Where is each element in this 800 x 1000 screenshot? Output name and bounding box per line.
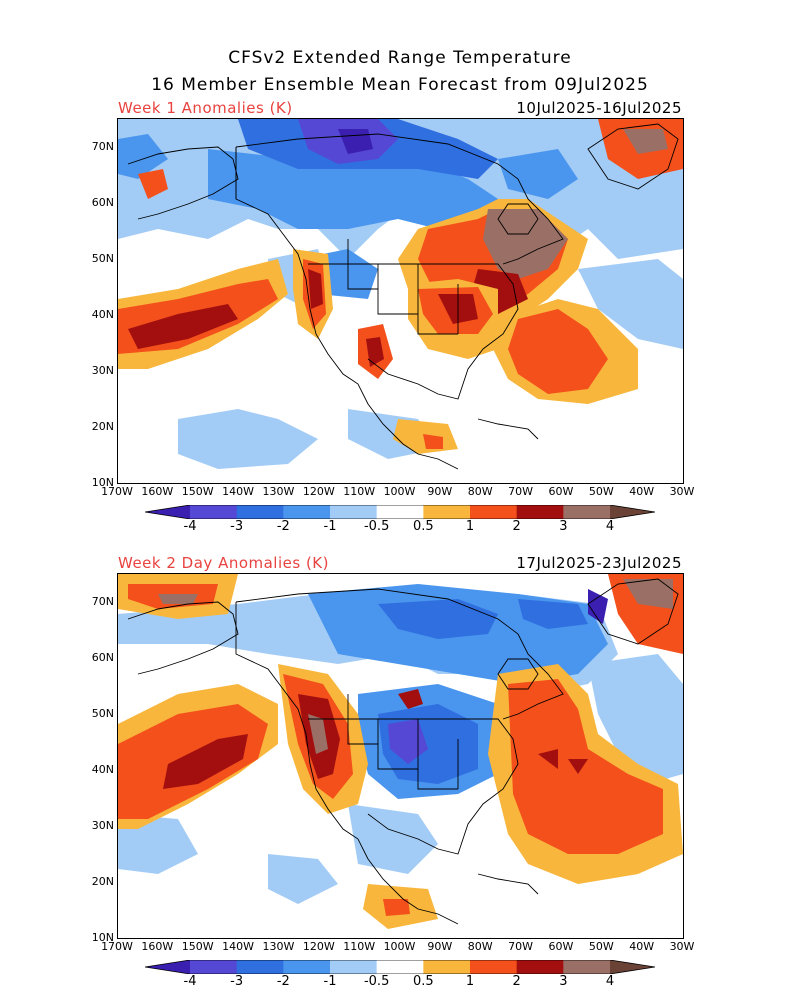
panel2-anomaly-field [118,574,683,938]
colorbar-label: -0.5 [363,519,390,534]
panel1-dates: 10Jul2025-16Jul2025 [516,99,682,117]
lat-label: 50N [91,707,114,720]
lon-label: 90W [427,940,453,953]
colorbar-label: -1 [323,974,337,989]
colorbar-label: 4 [605,974,615,989]
colorbar-swatch [236,505,284,519]
panel1-label: Week 1 Anomalies (K) [118,99,293,117]
colorbar-swatch [376,505,424,519]
lon-label: 30W [669,940,695,953]
panel2-colorbar [145,960,655,974]
colorbar-swatch [563,505,611,519]
colorbar-swatch [516,960,564,974]
lon-label: 170W [101,485,133,498]
lon-label: 80W [467,485,493,498]
colorbar-swatch [145,505,190,519]
lat-label: 40N [91,763,114,776]
colorbar-swatch [236,960,284,974]
panel1-anomaly-field [118,119,683,483]
lat-label: 50N [91,252,114,265]
lat-label: 30N [91,819,114,832]
colorbar-swatch [610,960,655,974]
map-title-line1: CFSv2 Extended Range Temperature [228,48,572,68]
lon-label: 40W [629,485,655,498]
lat-label: 10N [91,476,114,489]
colorbar-label: 2 [512,519,521,534]
lon-label: 70W [508,485,533,498]
colorbar-label: -4 [183,519,197,534]
colorbar-swatch [470,505,518,519]
lon-label: 150W [181,940,214,953]
colorbar-swatch [423,960,471,974]
colorbar-label: 3 [559,974,568,989]
colorbar-label: -4 [183,974,197,989]
lon-label: 80W [467,940,493,953]
lon-label: 140W [222,485,254,498]
colorbar-swatch [330,505,378,519]
colorbar-label: 4 [605,519,615,534]
lon-label: 160W [141,485,174,498]
lat-label: 20N [91,420,114,433]
colorbar-swatch [376,960,424,974]
colorbar-label: -3 [230,974,244,989]
lon-label: 30W [669,485,695,498]
lat-label: 70N [91,140,114,153]
colorbar-label: -3 [230,519,244,534]
colorbar-label: 3 [559,519,568,534]
panel2-dates: 17Jul2025-23Jul2025 [516,554,682,572]
colorbar-swatch [516,505,564,519]
lon-label: 100W [383,940,416,953]
colorbar-label: 0.5 [412,974,434,989]
lat-label: 20N [91,875,114,888]
colorbar-label: -2 [276,519,290,534]
lat-label: 60N [91,196,114,209]
lon-label: 110W [343,485,376,498]
lat-label: 60N [91,651,114,664]
panel2-label: Week 2 Day Anomalies (K) [118,554,329,572]
lon-label: 110W [343,940,376,953]
colorbar-label: -2 [276,974,290,989]
colorbar-swatch [423,505,471,519]
lon-label: 40W [629,940,655,953]
lon-label: 170W [101,940,133,953]
colorbar-swatch [145,960,190,974]
colorbar-label: 1 [465,974,475,989]
colorbar-label: -1 [323,519,337,534]
lon-label: 120W [302,940,335,953]
lon-label: 90W [427,485,453,498]
lon-label: 140W [222,940,254,953]
lon-label: 120W [302,485,335,498]
lon-label: 50W [588,485,614,498]
colorbar-swatch [330,960,378,974]
colorbar-swatch [190,505,238,519]
lon-label: 60W [548,485,574,498]
lon-label: 60W [548,940,574,953]
lon-label: 130W [262,485,295,498]
lon-label: 100W [383,485,416,498]
colorbar-swatch [283,505,331,519]
colorbar-swatch [563,960,611,974]
panel1-colorbar [145,505,655,519]
colorbar-label: 2 [512,974,521,989]
lon-label: 130W [262,940,295,953]
lat-label: 10N [91,931,114,944]
lon-label: 160W [141,940,174,953]
panel2-map [117,573,684,939]
lon-label: 150W [181,485,214,498]
colorbar-swatch [283,960,331,974]
colorbar-swatch [610,505,655,519]
colorbar-label: -0.5 [363,974,390,989]
colorbar-swatch [470,960,518,974]
lon-label: 70W [508,940,533,953]
colorbar-label: 1 [465,519,475,534]
lat-label: 70N [91,595,114,608]
lon-label: 50W [588,940,614,953]
panel1-map [117,118,684,484]
map-title-line2: 16 Member Ensemble Mean Forecast from 09… [151,75,649,95]
colorbar-swatch [190,960,238,974]
lat-label: 40N [91,308,114,321]
colorbar-label: 0.5 [412,519,434,534]
lat-label: 30N [91,364,114,377]
